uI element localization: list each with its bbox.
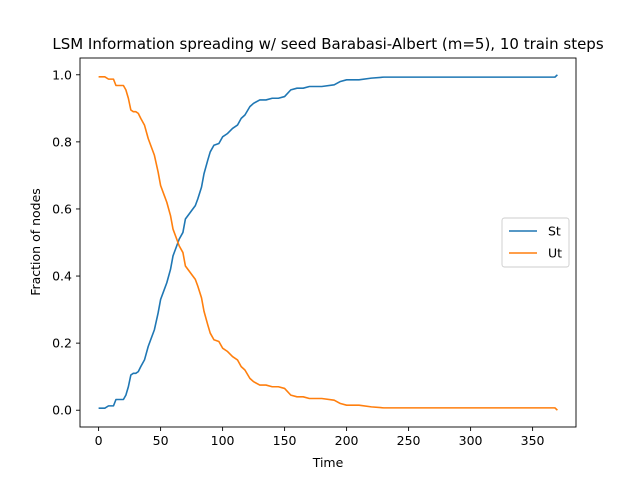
x-tick-label: 50 [153, 433, 169, 448]
series-line-ut [98, 75, 558, 411]
y-tick-label: 0.2 [52, 336, 72, 351]
y-tick-label: 0.0 [52, 403, 72, 418]
x-axis-label: Time [312, 455, 344, 470]
x-tick-label: 0 [95, 433, 103, 448]
y-axis-label: Fraction of nodes [28, 188, 43, 296]
legend-label-ut: Ut [548, 246, 562, 261]
x-tick-label: 250 [397, 433, 421, 448]
x-tick-label: 100 [211, 433, 235, 448]
x-tick-label: 300 [459, 433, 483, 448]
y-tick-label: 0.8 [52, 134, 72, 149]
series-line-st [98, 74, 558, 410]
chart-title: LSM Information spreading w/ seed Baraba… [52, 35, 603, 53]
x-tick-label: 150 [273, 433, 297, 448]
axes-frame [79, 57, 577, 428]
axes-layer: 0 50 100 150 200 250 300 350 0.0 0.2 0.4 0.6 0.8 1.0 [52, 57, 577, 448]
series-layer [98, 74, 558, 411]
y-tick-label: 0.4 [52, 269, 72, 284]
legend: St Ut [501, 217, 570, 268]
plot-background [80, 58, 576, 427]
x-tick-label: 350 [521, 433, 545, 448]
x-tick-label: 200 [335, 433, 359, 448]
legend-label-st: St [548, 224, 561, 239]
plot-area [80, 58, 576, 427]
y-tick-label: 0.6 [52, 201, 72, 216]
y-tick-label: 1.0 [52, 67, 72, 82]
